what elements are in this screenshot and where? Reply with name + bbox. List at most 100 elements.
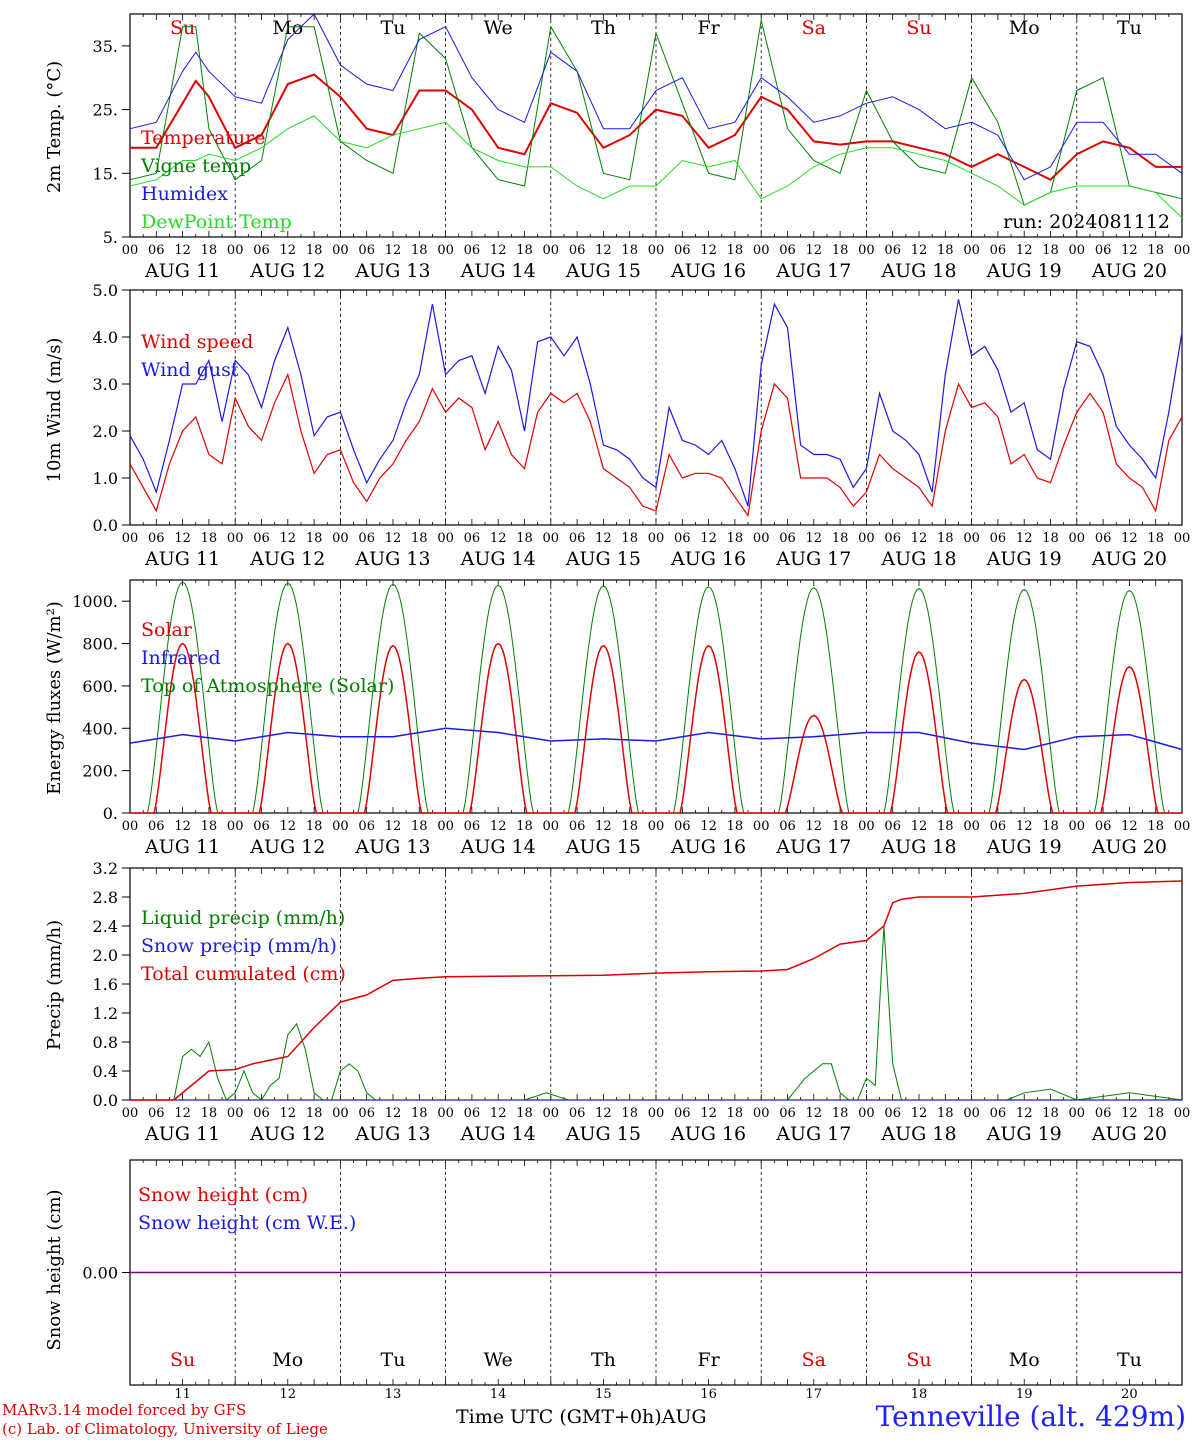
date-label: AUG 18: [880, 1123, 956, 1145]
hour-tick-label: 12: [806, 243, 823, 258]
hour-tick-label: 06: [464, 531, 481, 546]
hour-tick-label: 06: [148, 819, 165, 834]
hour-tick-label: 18: [727, 819, 744, 834]
weekday-label: Su: [170, 1349, 195, 1371]
hour-tick-label: 18: [832, 819, 849, 834]
hour-tick-label: 18: [1147, 819, 1164, 834]
hour-tick-label: 00: [543, 819, 560, 834]
hour-tick-label: 00: [437, 531, 454, 546]
hour-tick-label: 12: [280, 243, 297, 258]
hour-tick-label: 18: [832, 1106, 849, 1121]
hour-tick-label: 00: [753, 819, 770, 834]
hour-tick-label: 18: [411, 1106, 428, 1121]
day-number-label: 16: [700, 1387, 717, 1400]
hour-tick-label: 00: [227, 531, 244, 546]
hour-tick-label: 00: [1069, 243, 1086, 258]
y-tick-label: 1.0: [93, 469, 118, 488]
hour-tick-label: 18: [516, 531, 533, 546]
hour-tick-label: 06: [779, 531, 796, 546]
hour-tick-label: 06: [569, 1106, 586, 1121]
hour-tick-label: 12: [700, 531, 717, 546]
weekday-label: Mo: [272, 1349, 303, 1371]
hour-tick-label: 00: [543, 1106, 560, 1121]
y-tick-label: 5.: [103, 228, 118, 247]
hour-tick-label: 00: [963, 1106, 980, 1121]
date-label: AUG 16: [670, 548, 746, 570]
y-tick-label: 15.: [93, 164, 118, 183]
hour-tick-label: 18: [1147, 243, 1164, 258]
hour-tick-label: 06: [569, 531, 586, 546]
date-label: AUG 19: [986, 260, 1062, 282]
date-label: AUG 12: [249, 260, 325, 282]
legend-entry: DewPoint Temp: [141, 211, 292, 233]
hour-tick-label: 18: [937, 1106, 954, 1121]
day-number-label: 12: [280, 1387, 297, 1400]
date-label: AUG 15: [565, 836, 641, 858]
hour-tick-label: 00: [332, 819, 349, 834]
hour-tick-label: 00: [227, 819, 244, 834]
day-number-label: 15: [595, 1387, 612, 1400]
date-label: AUG 14: [460, 548, 536, 570]
hour-tick-label: 18: [516, 1106, 533, 1121]
legend-entry: Infrared: [141, 647, 221, 669]
date-label: AUG 18: [880, 548, 956, 570]
y-tick-label: 600.: [82, 677, 118, 696]
x-axis-title-text: Time UTC (GMT+0h): [456, 1406, 662, 1428]
weekday-label: Tu: [1117, 17, 1142, 39]
hour-tick-label: 06: [779, 819, 796, 834]
hour-tick-label: 06: [148, 243, 165, 258]
hour-tick-label: 06: [674, 243, 691, 258]
weekday-label: Su: [906, 1349, 931, 1371]
y-axis-label: Snow height (cm): [44, 1189, 65, 1350]
hour-tick-label: 00: [1174, 243, 1191, 258]
hour-tick-label: 00: [437, 819, 454, 834]
hour-tick-label: 06: [358, 1106, 375, 1121]
hour-tick-label: 12: [595, 819, 612, 834]
y-axis-label: 2m Temp. (°C): [44, 61, 65, 193]
weekday-label: Tu: [381, 1349, 406, 1371]
hour-tick-label: 12: [174, 819, 191, 834]
date-label: AUG 13: [354, 548, 430, 570]
x-axis-month: AUG: [661, 1406, 707, 1428]
hour-tick-label: 18: [727, 1106, 744, 1121]
y-tick-label: 35.: [93, 37, 118, 56]
day-number-label: 13: [385, 1387, 402, 1400]
weekday-label: Mo: [1009, 17, 1040, 39]
hour-tick-label: 06: [884, 1106, 901, 1121]
series-line: [130, 880, 1183, 1101]
hour-tick-label: 18: [621, 819, 638, 834]
hour-tick-label: 18: [201, 531, 218, 546]
legend-entry: Wind speed: [141, 331, 253, 353]
legend-entry: Temperature: [141, 127, 265, 149]
hour-tick-label: 18: [832, 531, 849, 546]
hour-tick-label: 12: [280, 531, 297, 546]
hour-tick-label: 00: [963, 531, 980, 546]
hour-tick-label: 00: [332, 1106, 349, 1121]
x-axis-title: Time UTC (GMT+0h)AUG: [456, 1406, 707, 1428]
hour-tick-label: 06: [464, 1106, 481, 1121]
hour-tick-label: 18: [1042, 819, 1059, 834]
hour-tick-label: 18: [937, 531, 954, 546]
hour-tick-label: 06: [779, 1106, 796, 1121]
y-axis-label: 10m Wind (m/s): [44, 338, 65, 483]
run-annotation: run: 2024081112: [1003, 211, 1170, 233]
hour-tick-label: 00: [858, 531, 875, 546]
hour-tick-label: 00: [753, 531, 770, 546]
date-label: AUG 14: [460, 1123, 536, 1145]
date-label: AUG 16: [670, 836, 746, 858]
hour-tick-label: 00: [648, 243, 665, 258]
series-line: [130, 73, 1182, 181]
hour-tick-label: 06: [1095, 531, 1112, 546]
hour-tick-label: 12: [174, 531, 191, 546]
hour-tick-label: 12: [490, 1106, 507, 1121]
hour-tick-label: 18: [411, 531, 428, 546]
date-label: AUG 18: [880, 836, 956, 858]
legend-entry: Snow precip (mm/h): [141, 935, 337, 957]
weekday-label: Th: [591, 17, 616, 39]
hour-tick-label: 00: [543, 243, 560, 258]
hour-tick-label: 06: [884, 531, 901, 546]
y-tick-label: 0.8: [93, 1033, 118, 1052]
y-tick-label: 0.: [103, 804, 118, 823]
y-tick-label: 0.00: [82, 1264, 118, 1283]
y-tick-label: 3.0: [93, 375, 118, 394]
